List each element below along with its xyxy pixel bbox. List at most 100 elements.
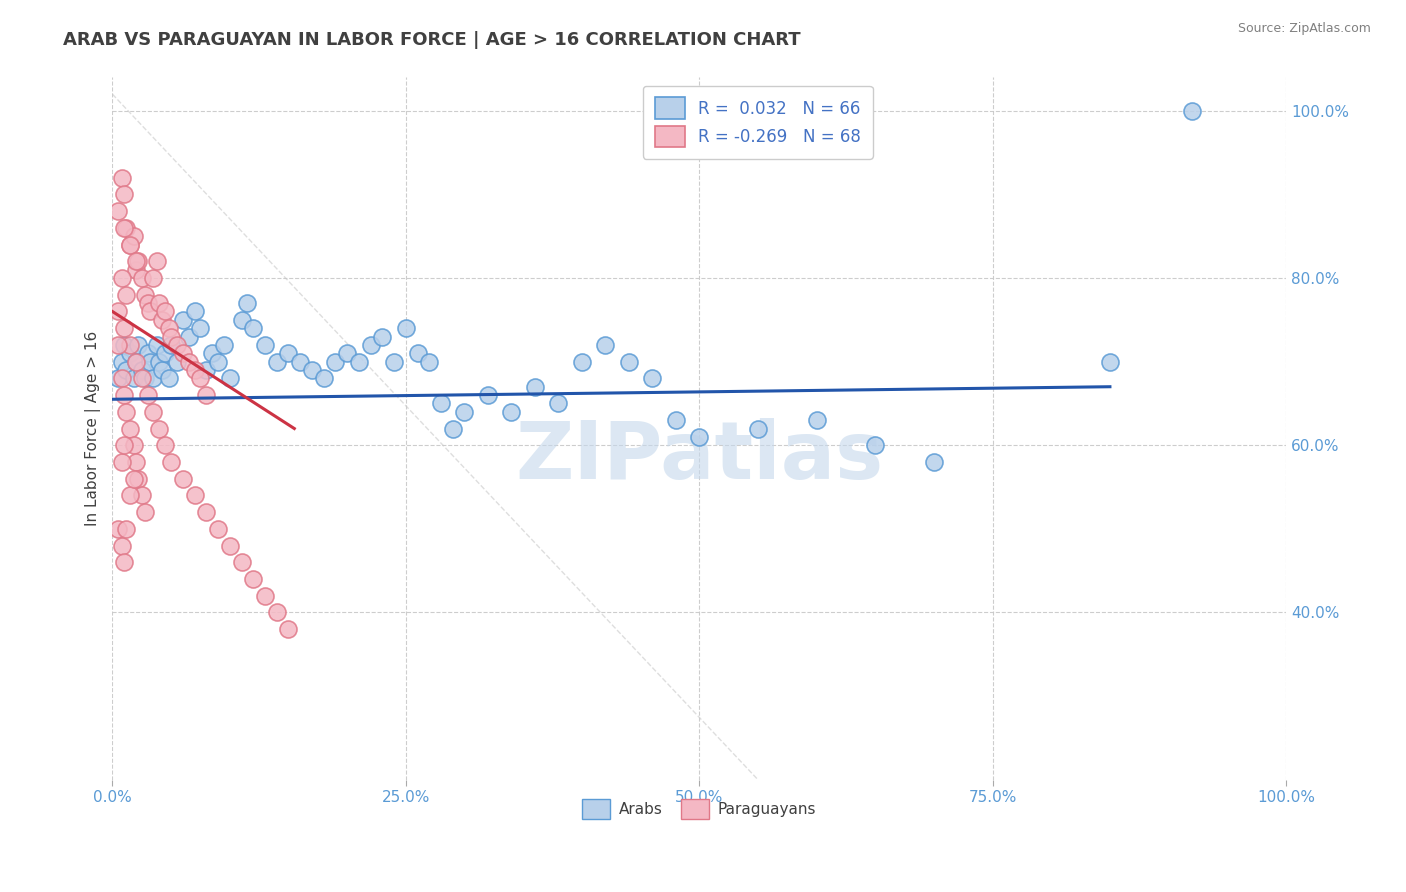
Point xyxy=(115,363,138,377)
Point xyxy=(641,371,664,385)
Point xyxy=(183,488,205,502)
Point xyxy=(155,438,177,452)
Point xyxy=(118,346,141,360)
Point xyxy=(253,338,276,352)
Point xyxy=(190,321,212,335)
Point xyxy=(112,555,135,569)
Point xyxy=(190,371,212,385)
Point xyxy=(125,354,148,368)
Point xyxy=(155,304,177,318)
Point xyxy=(166,338,188,352)
Point xyxy=(207,354,229,368)
Point xyxy=(242,321,264,335)
Point xyxy=(395,321,418,335)
Point xyxy=(172,313,194,327)
Point xyxy=(160,338,183,352)
Point xyxy=(118,338,141,352)
Point xyxy=(112,220,135,235)
Point xyxy=(118,488,141,502)
Point xyxy=(406,346,429,360)
Point xyxy=(134,287,156,301)
Point xyxy=(371,329,394,343)
Point xyxy=(453,405,475,419)
Point xyxy=(277,346,299,360)
Point xyxy=(107,304,129,318)
Point xyxy=(177,354,200,368)
Point xyxy=(127,254,149,268)
Point xyxy=(236,296,259,310)
Point xyxy=(112,388,135,402)
Point xyxy=(118,421,141,435)
Point xyxy=(863,438,886,452)
Point xyxy=(201,346,224,360)
Point xyxy=(115,287,138,301)
Point xyxy=(150,313,173,327)
Point xyxy=(112,187,135,202)
Point xyxy=(183,363,205,377)
Point xyxy=(142,371,165,385)
Point xyxy=(122,472,145,486)
Point xyxy=(1098,354,1121,368)
Point xyxy=(501,405,523,419)
Point xyxy=(131,488,153,502)
Point xyxy=(207,522,229,536)
Point xyxy=(747,421,769,435)
Point xyxy=(134,505,156,519)
Point xyxy=(118,237,141,252)
Point xyxy=(125,354,148,368)
Point xyxy=(301,363,323,377)
Point xyxy=(139,354,162,368)
Point xyxy=(218,371,240,385)
Point xyxy=(441,421,464,435)
Point xyxy=(266,606,288,620)
Point xyxy=(142,405,165,419)
Point xyxy=(112,321,135,335)
Point xyxy=(142,271,165,285)
Point xyxy=(111,539,134,553)
Point xyxy=(146,254,169,268)
Point xyxy=(277,622,299,636)
Point xyxy=(571,354,593,368)
Point xyxy=(125,455,148,469)
Point xyxy=(382,354,405,368)
Point xyxy=(139,304,162,318)
Point xyxy=(107,371,129,385)
Point xyxy=(166,354,188,368)
Point xyxy=(325,354,347,368)
Point xyxy=(212,338,235,352)
Point xyxy=(336,346,359,360)
Point xyxy=(136,388,159,402)
Point xyxy=(1181,103,1204,118)
Point xyxy=(195,505,218,519)
Point xyxy=(922,455,945,469)
Point xyxy=(160,455,183,469)
Point xyxy=(288,354,311,368)
Text: ZIPatlas: ZIPatlas xyxy=(515,417,883,496)
Point xyxy=(107,522,129,536)
Point xyxy=(665,413,688,427)
Point xyxy=(160,329,183,343)
Point xyxy=(131,371,153,385)
Point xyxy=(125,262,148,277)
Text: Source: ZipAtlas.com: Source: ZipAtlas.com xyxy=(1237,22,1371,36)
Point xyxy=(136,296,159,310)
Point xyxy=(115,522,138,536)
Point xyxy=(157,371,180,385)
Point xyxy=(547,396,569,410)
Point xyxy=(218,539,240,553)
Point xyxy=(136,346,159,360)
Point xyxy=(125,254,148,268)
Point xyxy=(688,430,710,444)
Point xyxy=(111,455,134,469)
Point xyxy=(523,380,546,394)
Point xyxy=(111,354,134,368)
Point xyxy=(148,354,170,368)
Point xyxy=(172,472,194,486)
Point xyxy=(148,296,170,310)
Point xyxy=(347,354,370,368)
Point xyxy=(242,572,264,586)
Point xyxy=(253,589,276,603)
Point xyxy=(195,388,218,402)
Point xyxy=(231,555,253,569)
Point xyxy=(150,363,173,377)
